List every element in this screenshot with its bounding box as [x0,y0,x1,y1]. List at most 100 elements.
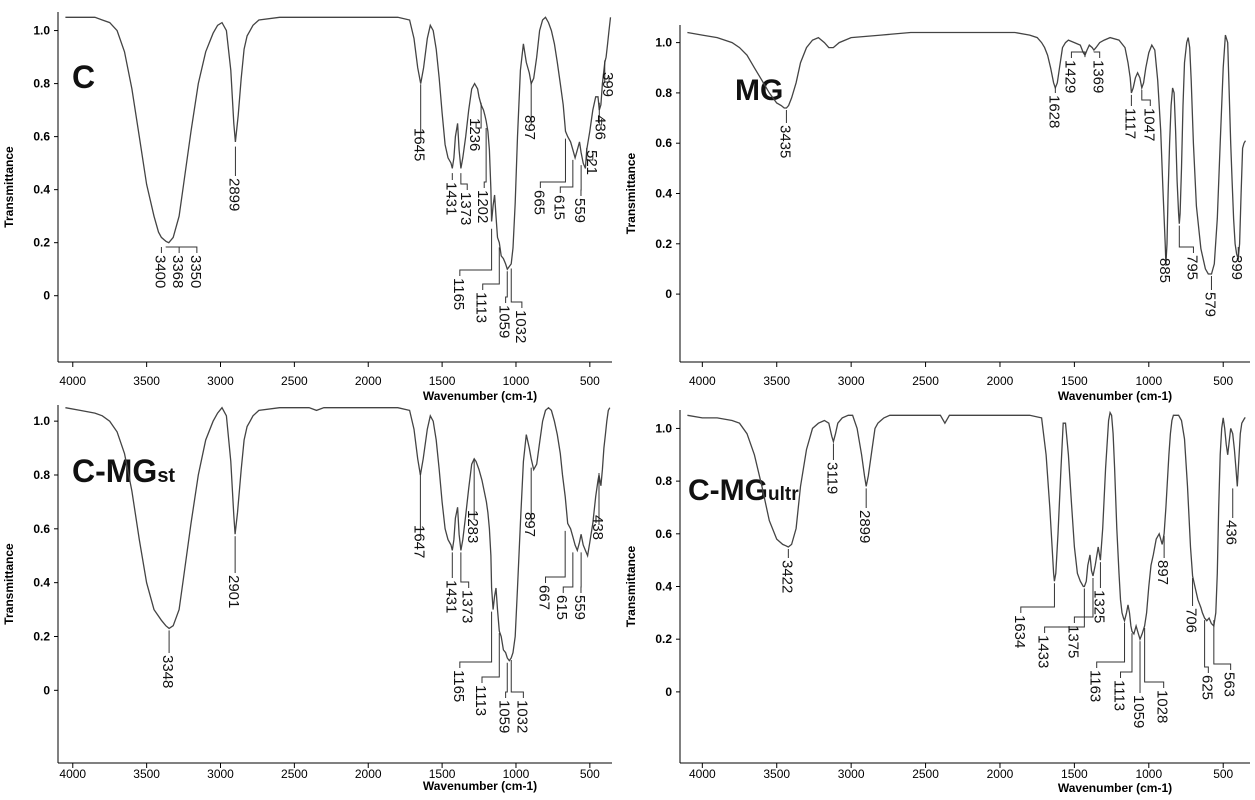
peak-label: 2901 [225,575,242,608]
peak-leader-line [169,247,197,253]
peak-leader-line [506,663,508,698]
x-tick-label: 1000 [1135,374,1162,388]
x-axis-label: Wavenumber (cm-1) [1058,781,1172,795]
y-tick-label: 0.8 [33,468,50,482]
x-tick-label: 3000 [838,767,865,781]
peak-label: 1028 [1154,690,1171,723]
peak-label: 436 [1223,520,1240,545]
peak-label: 665 [530,190,547,215]
y-tick-label: 0.8 [33,77,50,91]
y-tick-label: 0.4 [33,576,50,590]
peak-leader-line [484,128,486,188]
peak-leader-line [461,552,469,588]
peak-label: 1047 [1140,108,1157,141]
peak-label: 436 [592,115,609,140]
peak-leader-line [1021,583,1055,613]
peak-label: 559 [571,595,588,620]
y-tick-label: 0.2 [33,236,50,250]
x-tick-label: 2000 [355,374,382,388]
peak-label: 1032 [512,310,529,343]
peak-leader-line [482,633,499,683]
y-tick-label: 1.0 [655,36,672,50]
peak-label: 1325 [1090,590,1107,623]
peak-label: 1373 [459,590,476,623]
peak-label: 563 [1221,672,1238,697]
x-tick-label: 500 [1213,767,1233,781]
peak-label: 1059 [496,305,513,338]
peak-label: 3422 [778,560,795,593]
x-tick-label: 2000 [987,374,1014,388]
x-tick-label: 4000 [689,374,716,388]
peak-label: 1059 [1130,695,1147,728]
x-axis-label: Wavenumber (cm-1) [423,779,537,793]
y-axis-label: Transmittance [624,152,638,234]
peak-label: 1431 [442,580,459,613]
peak-label: 1283 [464,510,481,543]
peak-label: 1117 [1121,108,1138,139]
peak-label: 3350 [187,255,204,288]
peak-label: 579 [1201,292,1218,317]
y-tick-label: 0 [665,685,672,699]
y-tick-label: 0.2 [655,237,672,251]
x-tick-label: 3000 [207,767,234,781]
y-tick-label: 0.6 [33,130,50,144]
peak-label: 3119 [823,462,840,494]
peak-leader-line [460,229,492,276]
x-tick-label: 2000 [355,767,382,781]
y-tick-label: 0.8 [655,86,672,100]
x-tick-label: 3000 [207,374,234,388]
peak-leader-line [506,271,508,303]
peak-label: 625 [1198,675,1215,700]
y-axis-label: Transmittance [2,146,16,228]
y-tick-label: 0.4 [33,183,50,197]
peak-label: 1373 [457,192,474,225]
peak-label: 3400 [151,255,168,288]
peak-leader-line [483,247,500,290]
peak-label: 1113 [473,292,490,323]
x-tick-label: 2500 [912,767,939,781]
x-tick-label: 500 [580,767,600,781]
panel-label-subscript: st [157,465,175,487]
x-tick-label: 1000 [1135,767,1162,781]
x-tick-label: 2500 [912,374,939,388]
peak-label: 1032 [513,700,530,733]
peak-leader-line [1094,52,1100,58]
peak-leader-line [511,269,522,308]
peak-label: 399 [599,72,616,97]
x-tick-label: 3000 [838,374,865,388]
peak-leader-line [540,139,565,188]
peak-label: 795 [1183,255,1200,280]
peak-label: 615 [550,195,567,220]
peak-label: 1645 [411,128,428,161]
panel-label: C-MGst [72,453,175,489]
peak-label: 3348 [159,655,176,688]
peak-leader-line [1179,226,1193,253]
peak-leader-line [1214,620,1231,670]
x-tick-label: 2000 [987,767,1014,781]
y-tick-label: 0.6 [655,136,672,150]
peak-label: 1433 [1035,635,1052,668]
y-tick-label: 0.2 [655,632,672,646]
spectrum-line [687,33,1245,275]
x-tick-label: 4000 [689,767,716,781]
peak-label: 521 [583,150,600,175]
peak-label: 1163 [1087,670,1104,702]
peak-leader-line [166,247,179,253]
peak-label: 1628 [1045,95,1062,128]
peak-label: 1113 [472,685,489,716]
peak-label: 2899 [856,510,873,543]
peak-leader-line [1205,620,1209,673]
x-tick-label: 3500 [133,767,160,781]
peak-leader-line [1142,90,1150,106]
peak-label: 2899 [225,178,242,211]
y-tick-label: 0.4 [655,580,672,594]
spectrum-line [65,17,610,269]
x-tick-label: 2500 [281,374,308,388]
peak-label: 897 [521,512,538,537]
peak-label: 438 [589,515,606,540]
x-tick-label: 3500 [763,767,790,781]
